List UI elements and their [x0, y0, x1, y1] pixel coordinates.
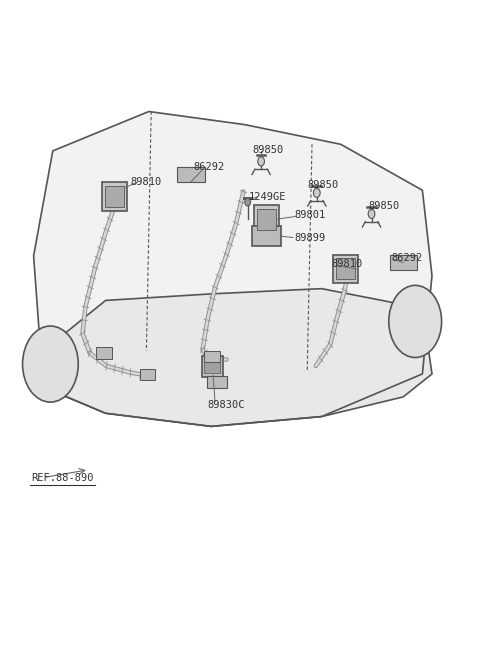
- FancyBboxPatch shape: [102, 182, 127, 211]
- FancyBboxPatch shape: [204, 352, 220, 362]
- Text: 89830C: 89830C: [208, 400, 245, 411]
- Text: 89850: 89850: [252, 144, 284, 155]
- FancyBboxPatch shape: [207, 376, 227, 388]
- Text: REF.88-890: REF.88-890: [31, 472, 94, 483]
- FancyBboxPatch shape: [96, 348, 112, 358]
- FancyBboxPatch shape: [204, 359, 220, 373]
- FancyBboxPatch shape: [336, 258, 355, 279]
- FancyBboxPatch shape: [390, 255, 417, 270]
- FancyBboxPatch shape: [252, 226, 281, 246]
- Circle shape: [313, 188, 320, 197]
- Text: 89899: 89899: [294, 233, 325, 243]
- FancyBboxPatch shape: [257, 209, 276, 230]
- Polygon shape: [34, 112, 432, 426]
- Circle shape: [245, 198, 251, 206]
- FancyBboxPatch shape: [333, 255, 358, 283]
- Text: 89850: 89850: [368, 201, 400, 211]
- FancyBboxPatch shape: [254, 205, 279, 234]
- Text: 89801: 89801: [294, 210, 325, 220]
- Polygon shape: [43, 289, 432, 426]
- FancyBboxPatch shape: [105, 186, 124, 207]
- Circle shape: [389, 285, 442, 358]
- Text: 89850: 89850: [307, 180, 338, 190]
- FancyBboxPatch shape: [202, 356, 223, 377]
- FancyBboxPatch shape: [140, 369, 155, 380]
- FancyBboxPatch shape: [177, 167, 204, 182]
- Circle shape: [23, 326, 78, 402]
- Circle shape: [258, 157, 264, 166]
- Text: 1249GE: 1249GE: [249, 192, 287, 202]
- Circle shape: [368, 209, 375, 218]
- Text: 86292: 86292: [391, 253, 423, 263]
- Text: 89810: 89810: [131, 177, 162, 188]
- Text: 89810: 89810: [331, 258, 362, 269]
- Text: 86292: 86292: [193, 162, 225, 173]
